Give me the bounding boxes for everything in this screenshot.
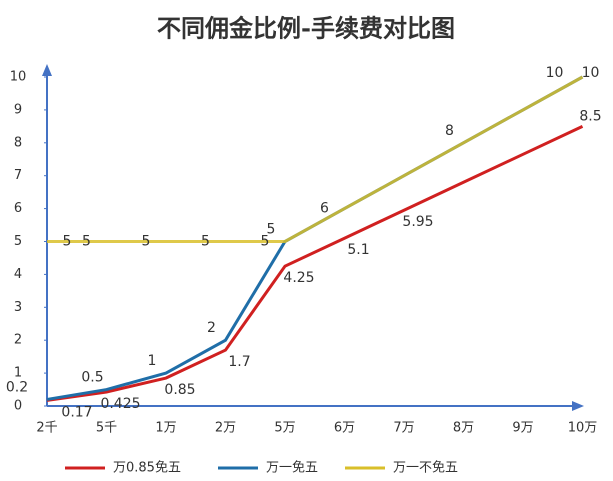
legend-label: 万0.85免五 <box>113 461 181 476</box>
data-label: 1 <box>148 353 157 369</box>
y-tick-label: 0 <box>14 399 22 414</box>
data-label: 5 <box>261 234 270 250</box>
series-line <box>47 75 584 243</box>
x-tick-label: 5万 <box>274 421 295 436</box>
x-tick-label: 6万 <box>334 421 355 436</box>
data-label: 8.5 <box>579 108 601 124</box>
data-label: 5 <box>142 234 151 250</box>
y-tick-label: 2 <box>14 333 22 348</box>
data-label: 0.17 <box>61 404 92 420</box>
y-tick-label: 5 <box>14 234 22 249</box>
x-tick-label: 10万 <box>568 421 598 436</box>
data-label: 5 <box>201 234 210 250</box>
y-tick-label: 3 <box>14 300 22 315</box>
data-label: 1.7 <box>228 354 250 370</box>
y-tick-label: 9 <box>14 102 22 117</box>
x-tick-label: 1万 <box>155 421 176 436</box>
x-tick-label: 7万 <box>393 421 414 436</box>
x-tick-label: 2万 <box>215 421 236 436</box>
legend-label: 万一不免五 <box>393 461 458 476</box>
x-tick-label: 5千 <box>96 421 117 436</box>
data-label: 5 <box>82 234 91 250</box>
data-label: 5.95 <box>402 214 433 230</box>
data-label: 0.85 <box>164 382 195 398</box>
chart-title: 不同佣金比例-手续费对比图 <box>157 14 455 43</box>
y-tick-label: 4 <box>14 267 22 282</box>
y-tick-label: 10 <box>10 70 27 85</box>
data-label: 0.2 <box>6 379 28 395</box>
data-label: 5 <box>63 234 72 250</box>
data-label: 8 <box>445 123 454 139</box>
x-arrow <box>572 401 584 411</box>
y-arrow <box>42 64 52 76</box>
x-tick-label: 9万 <box>512 421 533 436</box>
y-tick-label: 1 <box>14 366 22 381</box>
data-label: 4.25 <box>283 270 314 286</box>
y-tick-label: 6 <box>14 201 22 216</box>
data-label: 0.5 <box>81 370 103 386</box>
y-tick-label: 7 <box>14 168 22 183</box>
data-label: 10 <box>582 65 600 81</box>
legend-label: 万一免五 <box>266 461 318 476</box>
data-label: 5 <box>267 222 276 238</box>
data-label: 0.425 <box>100 396 140 412</box>
x-tick-label: 2千 <box>36 421 57 436</box>
data-label: 6 <box>320 201 329 217</box>
series-line <box>46 124 584 402</box>
data-label: 10 <box>546 65 564 81</box>
y-tick-label: 8 <box>14 135 22 150</box>
data-label: 2 <box>207 320 216 336</box>
data-label: 5.1 <box>347 242 369 258</box>
x-tick-label: 8万 <box>453 421 474 436</box>
